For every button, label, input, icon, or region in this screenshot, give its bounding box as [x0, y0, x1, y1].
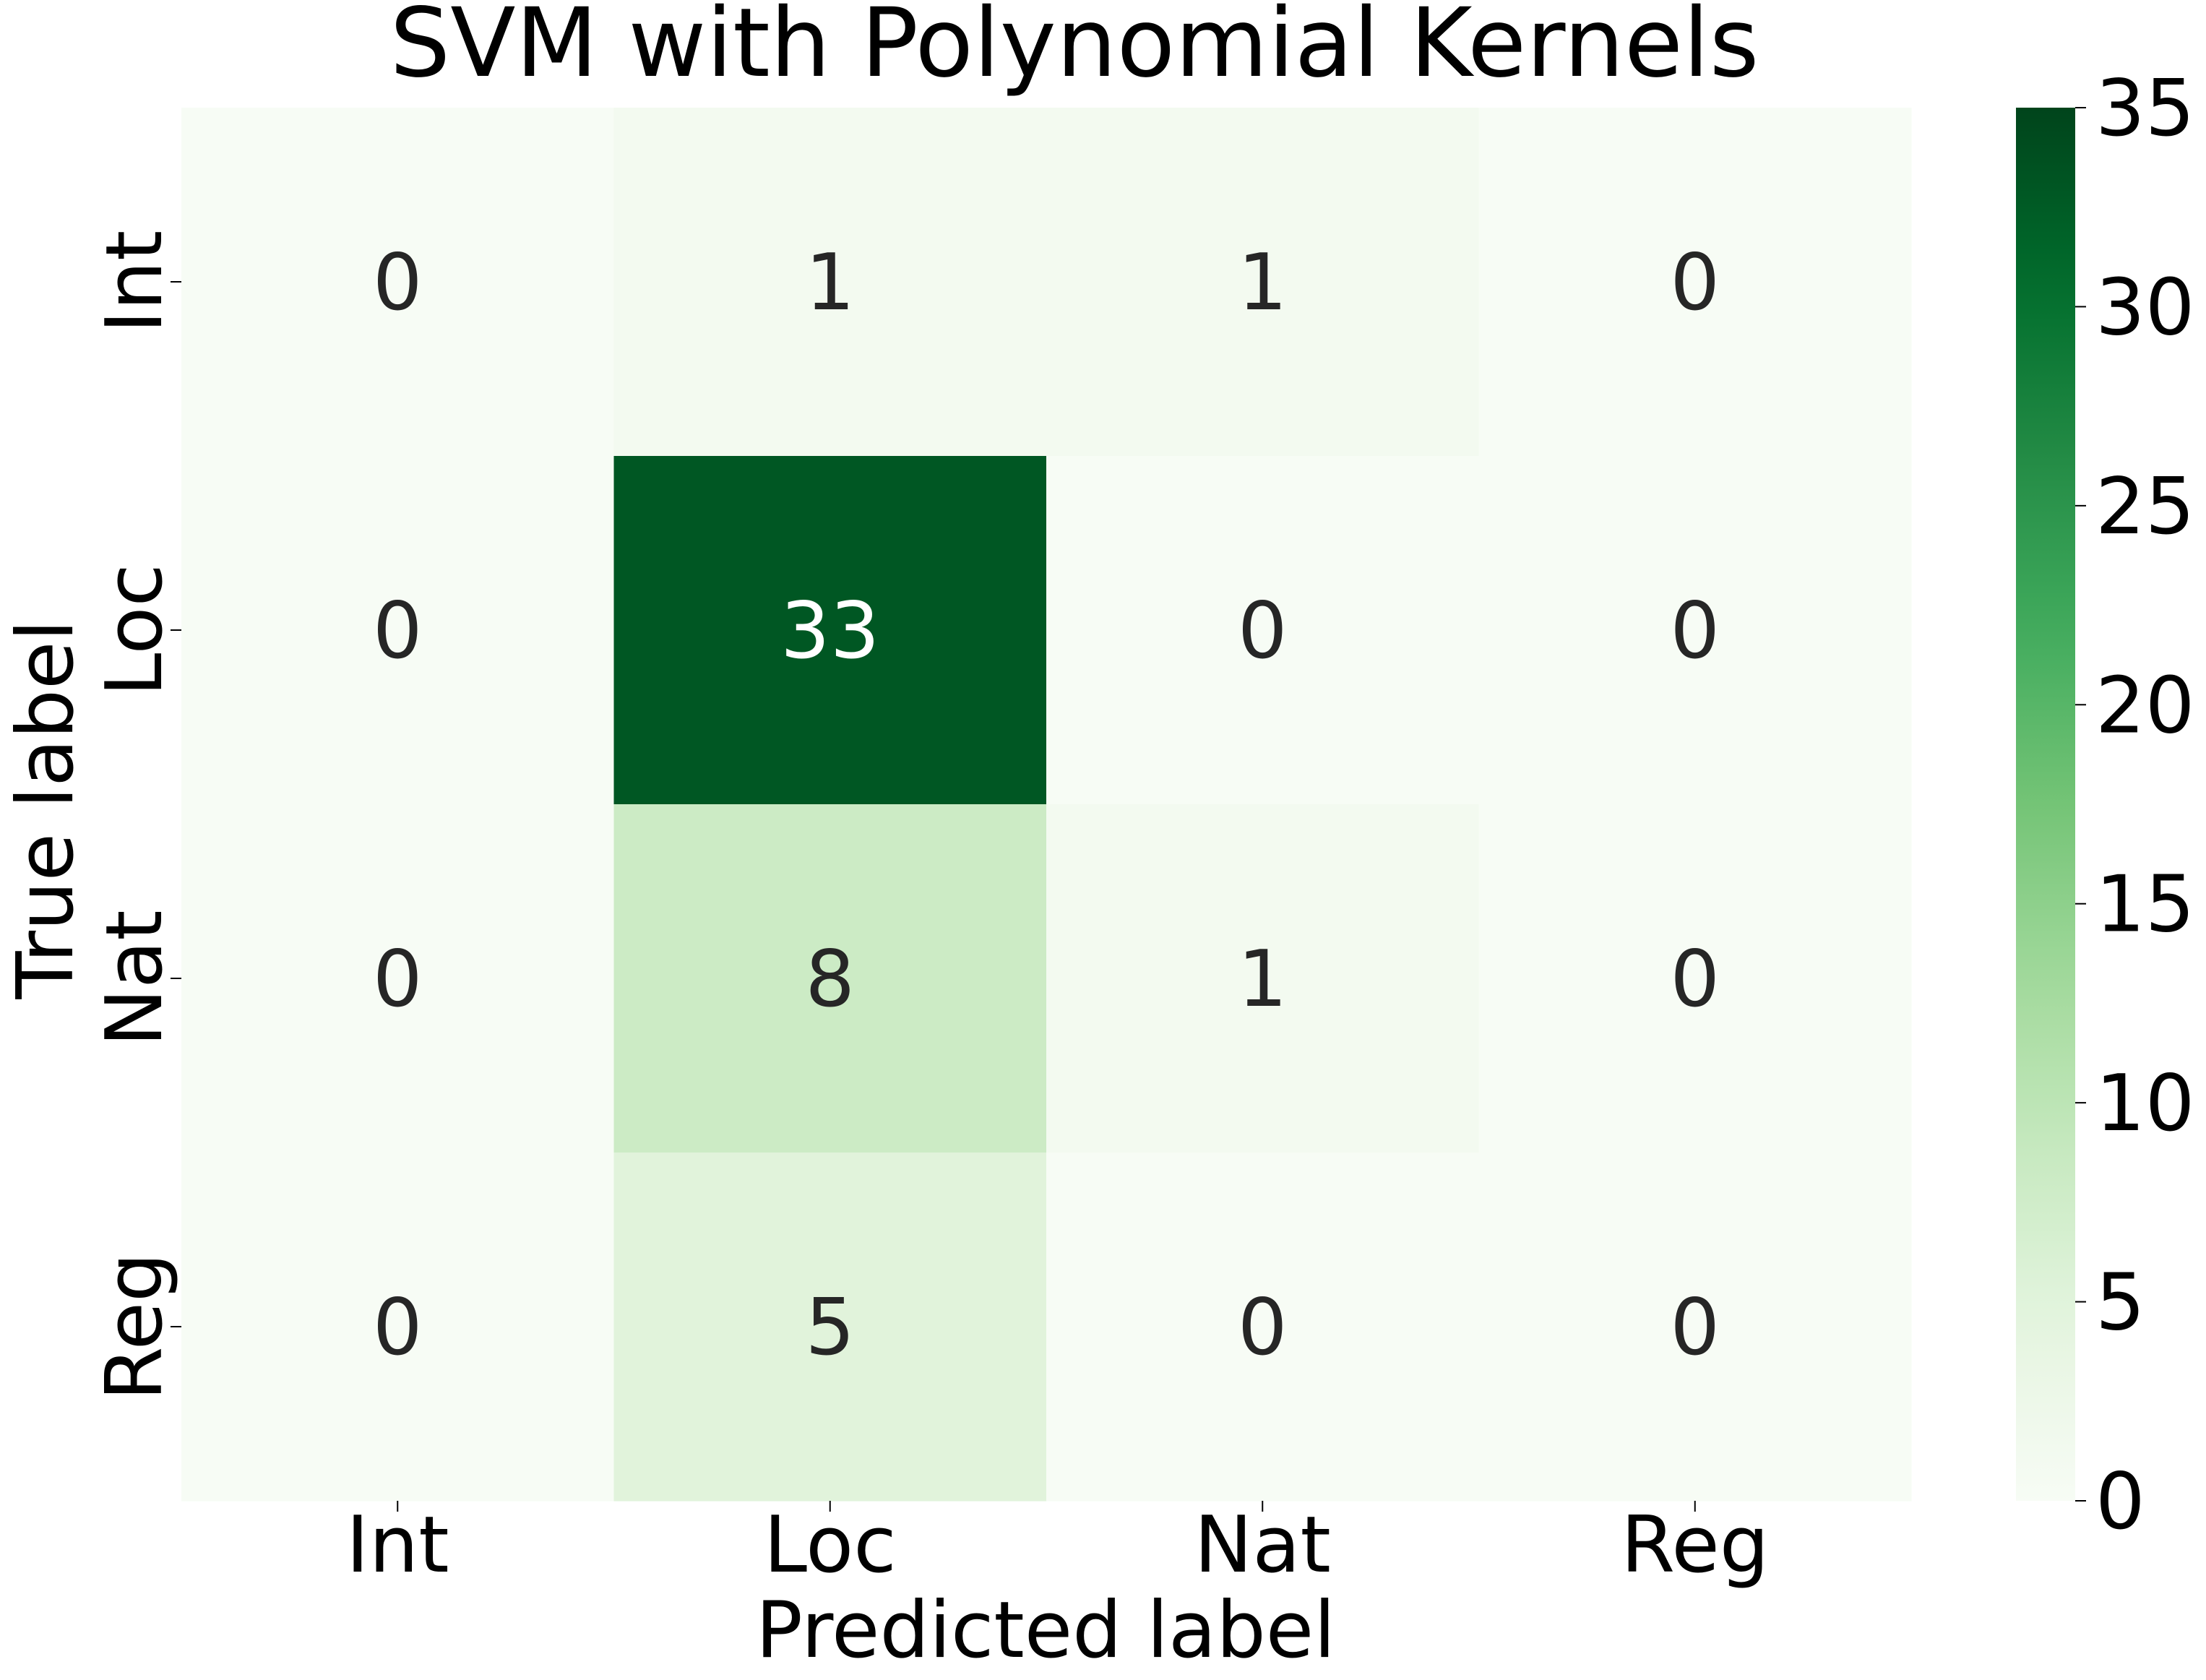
heatmap-cell [1478, 456, 1912, 805]
colorbar-tick-label: 25 [2095, 462, 2194, 552]
heatmap-cell [613, 456, 1047, 805]
x-tick-label: Loc [764, 1500, 897, 1590]
cell-value: 8 [805, 934, 855, 1025]
cell-value: 0 [1670, 1283, 1720, 1373]
cell-value: 0 [1670, 586, 1720, 676]
y-tick-label: Nat [90, 910, 180, 1046]
x-tick-label: Int [346, 1500, 449, 1590]
cell-annotations: 0 1 1 0 0 33 0 0 0 8 1 0 0 5 0 0 [373, 238, 1720, 1373]
cell-value: 33 [780, 586, 879, 676]
y-axis: Int Loc Nat Reg [90, 231, 181, 1401]
cell-value: 0 [1238, 586, 1288, 676]
heatmap-cell [1046, 456, 1480, 805]
cell-value: 1 [805, 238, 855, 328]
y-tick-label: Loc [90, 564, 180, 697]
cell-value: 0 [1670, 934, 1720, 1025]
colorbar-tick-label: 20 [2095, 660, 2194, 751]
colorbar [2016, 108, 2075, 1501]
chart-title: SVM with Polynomial Kernels [389, 0, 1759, 99]
colorbar-tick-label: 5 [2095, 1258, 2145, 1348]
heatmap-cell [181, 456, 615, 805]
cell-value: 0 [1238, 1283, 1288, 1373]
colorbar-tick-label: 10 [2095, 1059, 2194, 1149]
cell-value: 0 [373, 238, 423, 328]
cell-value: 5 [805, 1283, 855, 1373]
y-axis-label: True label [1, 620, 91, 1000]
heatmap-cell [613, 804, 1047, 1153]
cell-value: 0 [373, 586, 423, 676]
x-tick-label: Reg [1621, 1500, 1769, 1590]
colorbar-tick-label: 35 [2095, 64, 2194, 154]
colorbar-tick-label: 30 [2095, 262, 2194, 353]
x-axis-label: Predicted label [756, 1585, 1336, 1676]
heatmap-cell [181, 804, 615, 1153]
heatmap-cell [181, 108, 615, 457]
heatmap-cell [1046, 108, 1480, 457]
cell-value: 0 [373, 1283, 423, 1373]
heatmap-cells [181, 108, 1912, 1502]
colorbar-tick-label: 0 [2095, 1457, 2145, 1547]
colorbar-ticks: 0 5 10 15 20 25 30 35 [2075, 64, 2194, 1547]
heatmap-cell [1478, 804, 1912, 1153]
y-tick-label: Int [90, 231, 180, 334]
heatmap-cell [1478, 108, 1912, 457]
x-axis: Int Loc Nat Reg [346, 1500, 1769, 1590]
cell-value: 0 [373, 934, 423, 1025]
heatmap-cell [181, 1153, 615, 1502]
cell-value: 0 [1670, 238, 1720, 328]
y-tick-label: Reg [90, 1252, 180, 1400]
heatmap-cell [1046, 804, 1480, 1153]
heatmap-cell [613, 108, 1047, 457]
cell-value: 1 [1238, 934, 1288, 1025]
heatmap-cell [1046, 1153, 1480, 1502]
x-tick-label: Nat [1194, 1500, 1331, 1590]
cell-value: 1 [1238, 238, 1288, 328]
heatmap-cell [1478, 1153, 1912, 1502]
heatmap-cell [613, 1153, 1047, 1502]
colorbar-tick-label: 15 [2095, 860, 2194, 950]
